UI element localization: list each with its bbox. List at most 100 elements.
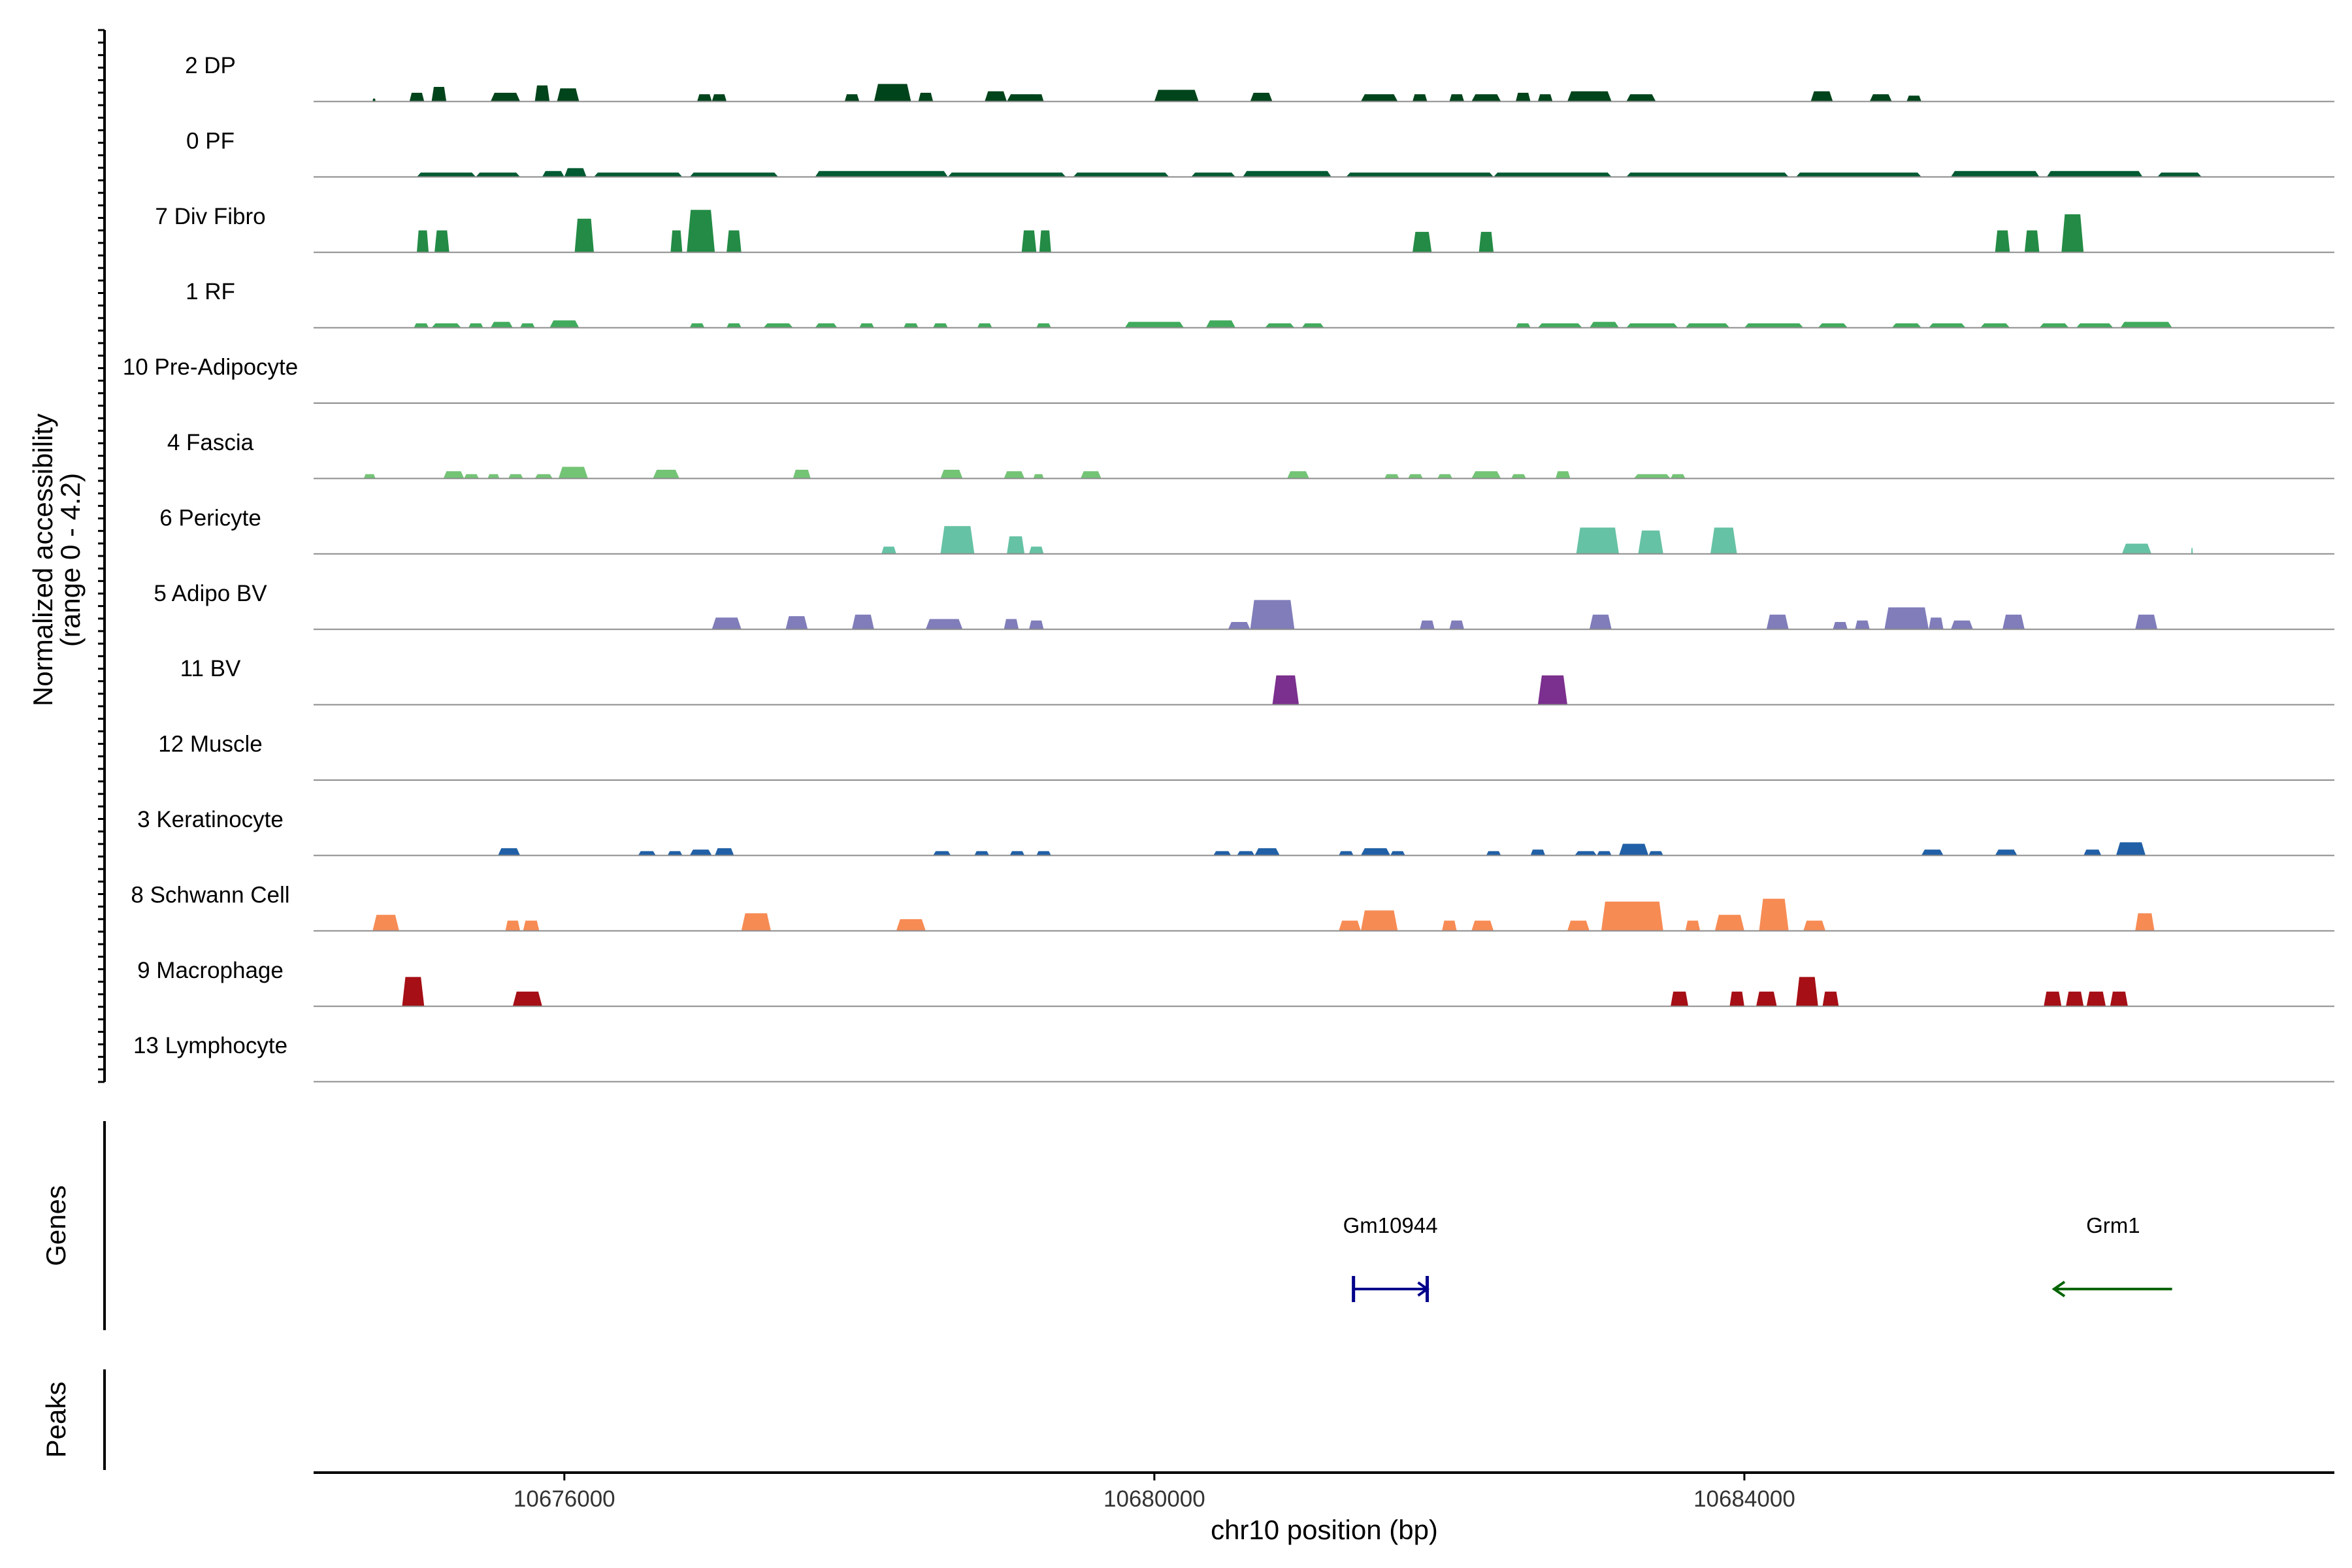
- peak-3-6: [727, 230, 742, 253]
- peak-4-29: [1980, 323, 2010, 328]
- peak-11-8: [1009, 851, 1025, 856]
- peak-2-10: [1191, 172, 1235, 177]
- peak-6-8: [653, 470, 679, 479]
- track-label: 13 Lymphocyte: [133, 1033, 287, 1058]
- peak-8-8: [1250, 600, 1295, 630]
- track-label: 2 DP: [185, 53, 236, 78]
- peak-12-7: [1360, 910, 1398, 931]
- genes-layer: Gm10944 Grm1: [1343, 1213, 2172, 1302]
- tracks-layer: 2 DP 0 PF 7 Div Fibro 1 RF 10 Pre-Adipocyte 4…: [123, 53, 2334, 1083]
- track-label: 9 Macrophage: [137, 958, 284, 983]
- peak-1-21: [1449, 94, 1464, 102]
- track-9: 11 BV: [180, 656, 2334, 706]
- peak-12-10: [1567, 921, 1590, 931]
- peak-1-2: [409, 93, 425, 102]
- peak-8-11: [1589, 614, 1612, 630]
- peak-13-8: [2044, 991, 2062, 1007]
- peak-2-3: [542, 171, 564, 177]
- peak-12-5: [896, 919, 926, 931]
- peak-6-21: [1633, 474, 1671, 479]
- peak-4-10: [815, 323, 838, 328]
- peak-4-3: [468, 323, 483, 328]
- peak-11-7: [974, 851, 989, 856]
- peak-6-2: [443, 471, 465, 479]
- peak-2-5: [594, 172, 683, 177]
- peak-6-22: [1671, 474, 1686, 479]
- peak-1-18: [1250, 93, 1273, 102]
- track-label: 7 Div Fibro: [155, 204, 265, 229]
- peak-4-27: [1891, 323, 1921, 328]
- track-7: 6 Pericyte: [159, 505, 2334, 555]
- peak-7-9: [2191, 547, 2193, 554]
- peak-6-4: [487, 474, 500, 479]
- peak-12-16: [2135, 913, 2155, 931]
- peak-2-15: [1796, 172, 1921, 177]
- peak-6-12: [1033, 474, 1044, 479]
- peak-12-1: [372, 915, 399, 931]
- peak-12-12: [1685, 921, 1701, 931]
- peak-8-19: [2135, 614, 2158, 630]
- peak-11-18: [1575, 851, 1597, 856]
- peak-1-19: [1360, 94, 1398, 102]
- track-10: 12 Muscle: [158, 732, 2334, 781]
- peak-4-5: [520, 323, 535, 328]
- peak-1-5: [534, 85, 550, 102]
- y-axis-label: Normalized accessibility: [27, 414, 58, 706]
- peak-11-4: [689, 849, 712, 856]
- peak-6-19: [1511, 474, 1526, 479]
- peak-12-6: [1339, 921, 1361, 931]
- peak-2-13: [1494, 172, 1612, 177]
- track-2: 0 PF: [186, 128, 2334, 178]
- peak-7-8: [2121, 544, 2151, 554]
- peak-3-12: [2024, 230, 2040, 253]
- peak-12-3: [523, 921, 540, 931]
- peak-3-10: [1478, 231, 1494, 253]
- peak-11-3: [667, 851, 683, 856]
- peak-3-11: [1995, 230, 2010, 253]
- peak-7-6: [1638, 531, 1663, 554]
- peak-11-21: [1648, 851, 1663, 856]
- track-label: 0 PF: [186, 128, 235, 154]
- peak-1-15: [1007, 94, 1037, 102]
- track-label: 10 Pre-Adipocyte: [123, 355, 298, 380]
- peak-4-4: [490, 321, 513, 328]
- peak-11-2: [638, 851, 656, 856]
- peak-4-18: [1265, 323, 1295, 328]
- peak-1-11: [844, 94, 860, 102]
- track-5: 10 Pre-Adipocyte: [123, 355, 2334, 404]
- peak-8-18: [2002, 614, 2025, 630]
- x-tick-label: 10676000: [514, 1486, 615, 1512]
- peak-4-23: [1626, 323, 1678, 328]
- peak-1-12: [874, 84, 911, 102]
- track-4: 1 RF: [186, 279, 2334, 329]
- peak-13-7: [1822, 991, 1839, 1007]
- track-label: 4 Fascia: [167, 430, 254, 455]
- peak-1-3: [431, 87, 447, 102]
- peak-11-11: [1237, 851, 1255, 856]
- peak-7-3: [1007, 536, 1025, 554]
- peak-8-14: [1855, 620, 1870, 630]
- peak-2-2: [476, 172, 521, 177]
- track-label: 3 Keratinocyte: [137, 807, 284, 832]
- peak-4-12: [904, 323, 919, 328]
- peak-4-6: [549, 320, 580, 328]
- peak-11-23: [1995, 849, 2017, 856]
- peak-8-16: [1929, 617, 1944, 630]
- track-label: 6 Pericyte: [159, 505, 261, 531]
- peak-4-26: [1818, 323, 1848, 328]
- peak-2-9: [1073, 172, 1169, 177]
- peak-4-24: [1685, 323, 1730, 328]
- peak-3-5: [687, 210, 715, 253]
- peak-6-5: [508, 474, 523, 479]
- track-label: 1 RF: [186, 279, 235, 304]
- peak-12-13: [1714, 915, 1744, 931]
- peak-11-15: [1390, 851, 1405, 856]
- peak-1-4: [490, 93, 521, 102]
- peak-3-7: [1021, 230, 1037, 253]
- peak-4-17: [1205, 320, 1235, 328]
- peak-8-2: [785, 616, 808, 630]
- peak-6-7: [558, 466, 588, 479]
- peak-1-25: [1567, 91, 1612, 102]
- peak-6-1: [363, 474, 376, 479]
- peak-11-14: [1360, 848, 1391, 856]
